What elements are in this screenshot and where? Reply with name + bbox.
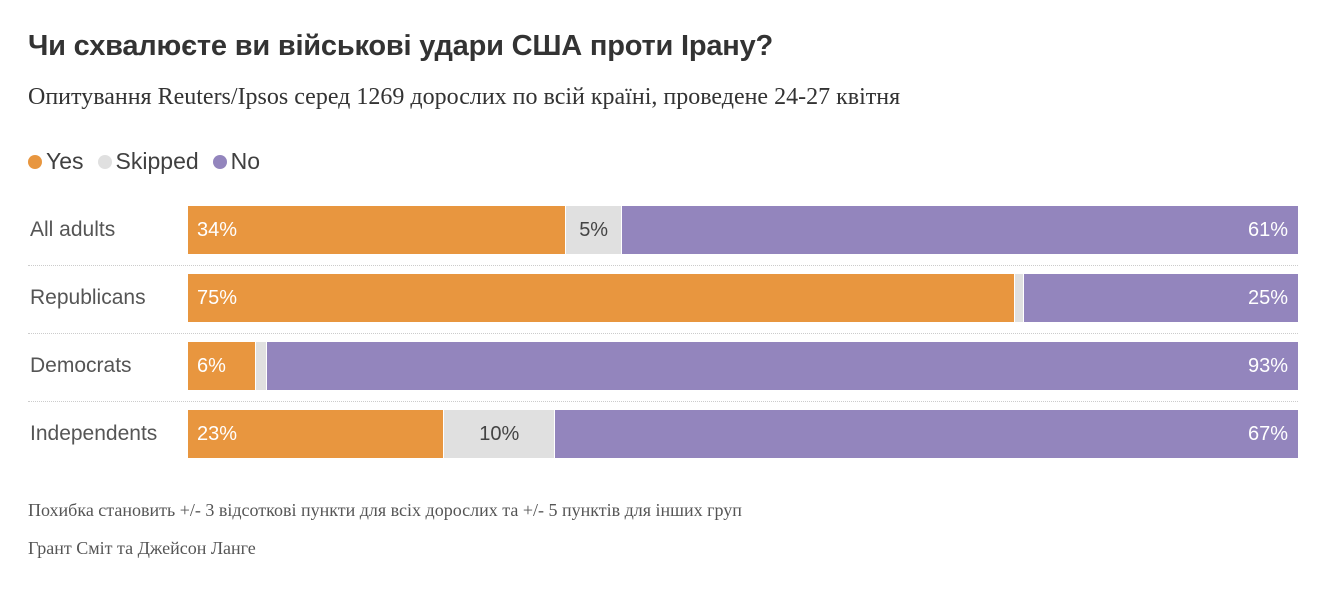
legend-label-no: No xyxy=(230,148,261,174)
category-label: Republicans xyxy=(30,286,146,309)
bar-segment-no: 61% xyxy=(620,206,1298,254)
bar-segment-yes: 34% xyxy=(188,206,566,254)
data-label: 6% xyxy=(197,355,226,377)
bar-segment-skipped: 10% xyxy=(443,410,555,458)
stacked-bar: 23% 10% 67% xyxy=(188,410,1298,458)
bar-segment-no: 93% xyxy=(265,342,1298,390)
category-label: Independents xyxy=(30,422,158,445)
stacked-bar: 75% 25% xyxy=(188,274,1298,322)
bar-row: Democrats 6% 93% xyxy=(28,342,1298,390)
margin-of-error-note: Похибка становить +/- 3 відсоткові пункт… xyxy=(28,500,742,520)
chart-title: Чи схвалюєте ви військові удари США прот… xyxy=(28,30,774,62)
bar-segment-no: 67% xyxy=(554,410,1298,458)
bar-segment-yes: 6% xyxy=(188,342,255,390)
data-label: 93% xyxy=(1247,355,1288,377)
bar-row: Independents 23% 10% 67% xyxy=(28,410,1298,458)
data-label: 23% xyxy=(197,423,238,445)
bar-segment-skipped xyxy=(1013,274,1023,322)
credit-line: Грант Сміт та Джейсон Ланге xyxy=(28,538,256,558)
legend: Yes Skipped No xyxy=(28,148,260,175)
stacked-bar: 6% 93% xyxy=(188,342,1298,390)
category-label: All adults xyxy=(30,218,116,241)
category-label: Democrats xyxy=(30,354,132,377)
row-divider xyxy=(28,265,1298,266)
bar-segment-skipped xyxy=(254,342,266,390)
bar-segment-no: 25% xyxy=(1022,274,1298,322)
legend-swatch-no xyxy=(212,154,227,169)
legend-label-yes: Yes xyxy=(46,148,84,174)
data-label: 75% xyxy=(197,287,238,309)
legend-swatch-skipped xyxy=(97,154,112,169)
legend-item-skipped: Skipped xyxy=(97,148,199,175)
legend-swatch-yes xyxy=(28,154,42,169)
bar-segment-skipped: 5% xyxy=(565,206,621,254)
bar-segment-yes: 75% xyxy=(188,274,1014,322)
legend-label-skipped: Skipped xyxy=(115,148,199,174)
bar-segment-yes: 23% xyxy=(188,410,444,458)
data-label: 34% xyxy=(197,219,238,241)
legend-item-yes: Yes xyxy=(28,148,84,175)
bar-row: Republicans 75% 25% xyxy=(28,274,1298,322)
legend-item-no: No xyxy=(212,148,261,175)
data-label: 10% xyxy=(479,423,520,445)
data-label: 61% xyxy=(1247,219,1288,241)
data-label: 67% xyxy=(1247,423,1288,445)
stacked-bar: 34% 5% 61% xyxy=(188,206,1298,254)
chart-subtitle: Опитування Reuters/Ipsos серед 1269 доро… xyxy=(28,84,901,110)
row-divider xyxy=(28,333,1298,334)
data-label: 5% xyxy=(579,219,609,241)
row-divider xyxy=(28,401,1298,402)
bar-row: All adults 34% 5% 61% xyxy=(28,206,1298,254)
data-label: 25% xyxy=(1247,287,1288,309)
